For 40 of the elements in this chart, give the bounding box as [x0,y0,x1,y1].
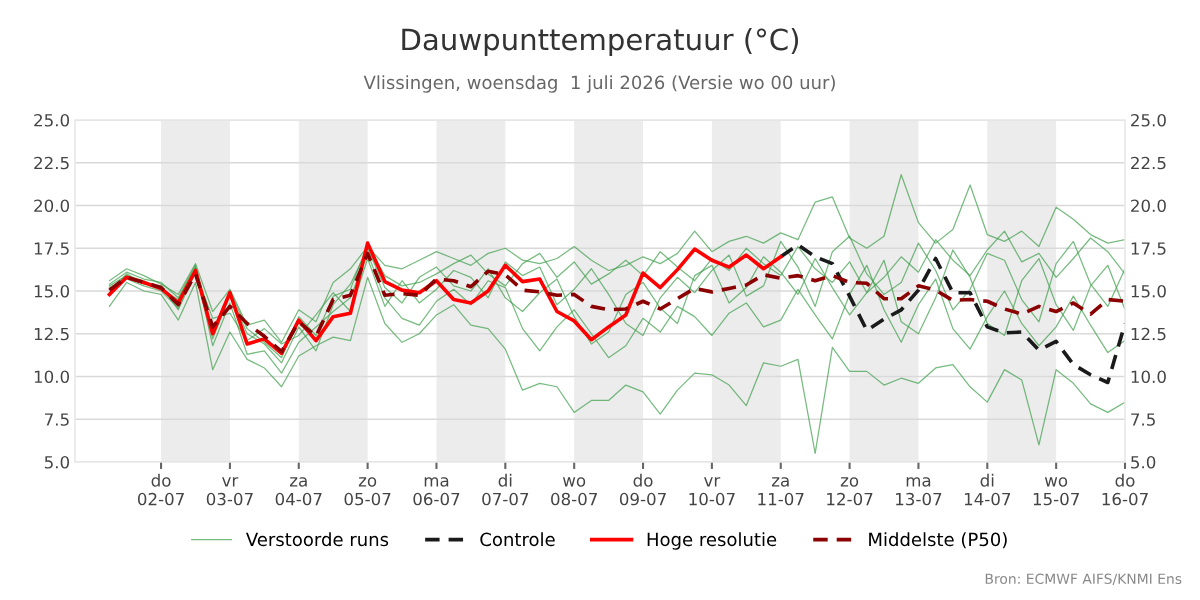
x-tick-label: zo 05-07 [344,477,391,506]
x-tick-label: do 02-07 [137,473,184,506]
y2-tick-label: 10.0 [1131,370,1166,384]
y-tick-label: 15.0 [34,284,70,298]
x-tick-label: do 16-07 [1102,473,1148,506]
y-tick-label: 20.0 [34,199,70,213]
y-tick-label: 25.0 [34,113,70,127]
y-tick-label: 7.5 [45,413,69,426]
y-tick-label: 22.5 [34,156,69,170]
y2-tick-label: 25.0 [1131,113,1166,127]
x-tick-label: di 07-07 [482,473,529,506]
y-tick-label: 5.0 [44,455,70,469]
legend-label: Middelste (P50) [869,532,1007,549]
legend-label: Hoge resolutie [647,532,777,550]
y2-tick-label: 15.0 [1131,284,1166,298]
x-tick-label: wo 15-07 [1033,477,1079,506]
y2-tick-label: 5.0 [1131,455,1156,469]
y2-tick-label: 20.0 [1131,199,1166,213]
x-tick-label: do 09-07 [619,473,666,506]
x-tick-label: za 11-07 [758,477,804,506]
x-tick-label: zo 12-07 [827,477,873,506]
y-tick-label: 10.0 [34,370,70,384]
legend-label: Verstoorde runs [245,532,389,547]
legend-label: Controle [480,532,555,547]
text: Bron: ECMWF AIFS/KNMI Ens [985,573,1182,586]
x-tick-label: ma 13-07 [896,477,942,506]
y2-tick-label: 22.5 [1131,156,1166,170]
chart-subtitle: Vlissingen, woensdag 1 juli 2026 (Versie wo 00 uur) [363,75,835,93]
y-tick-label: 12.5 [34,327,69,341]
x-tick-label: di 14-07 [964,473,1011,506]
y-tick-label: 17.5 [34,242,69,255]
chart-title: Dauwpunttemperatuur (°C) [402,27,799,57]
x-tick-label: vr 03-07 [206,477,253,506]
y2-tick-label: 7.5 [1131,413,1155,426]
x-tick-label: vr 10-07 [689,477,735,506]
x-tick-label: ma 06-07 [413,477,460,506]
x-tick-label: wo 08-07 [551,477,597,506]
y2-tick-label: 17.5 [1131,242,1166,255]
x-tick-label: za 04-07 [275,477,322,506]
y2-tick-label: 12.5 [1131,327,1166,341]
